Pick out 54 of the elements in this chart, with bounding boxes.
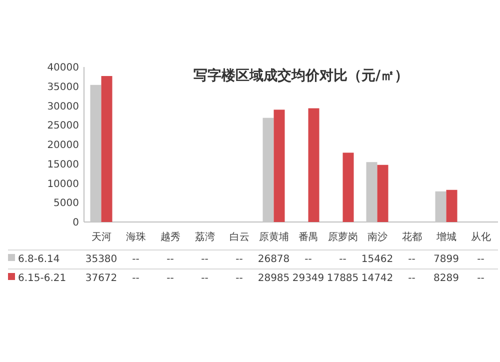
x-tick-label: 原萝岗: [328, 231, 358, 243]
text: --: [236, 273, 243, 284]
bar: [274, 110, 285, 222]
data-label: 8289: [434, 273, 459, 284]
x-tick-label: 番禺: [298, 231, 318, 243]
legend-label: 6.8-6.14: [18, 254, 60, 265]
y-tick-label: 40000: [47, 62, 79, 74]
y-tick-label: 5000: [54, 198, 79, 210]
x-tick-label: 天河: [91, 231, 112, 243]
data-label: 29349: [292, 273, 324, 284]
data-label: 17885: [326, 273, 359, 284]
x-tick-label: 从化: [470, 231, 491, 243]
text: --: [236, 254, 243, 265]
text: --: [477, 254, 484, 265]
legend-label: 6.15-6.21: [18, 273, 66, 284]
text: --: [339, 254, 346, 265]
text: --: [166, 254, 174, 265]
x-tick-label: 增城: [435, 231, 456, 243]
x-tick-label: 荔湾: [194, 231, 215, 243]
data-label: 35380: [85, 254, 118, 265]
text: --: [201, 273, 208, 284]
text: --: [201, 254, 208, 265]
text: --: [408, 273, 416, 284]
bar: [377, 164, 388, 222]
bar: [446, 190, 458, 222]
x-tick-label: 南沙: [367, 231, 388, 243]
y-tick-label: 30000: [47, 101, 79, 112]
text: --: [132, 254, 140, 265]
text: --: [132, 273, 140, 284]
x-tick-label: 越秀: [160, 231, 180, 243]
y-tick-label: 15000: [47, 159, 79, 170]
y-tick-label: 0: [72, 218, 79, 228]
data-label: 28985: [258, 273, 290, 284]
data-label: 14742: [361, 273, 394, 284]
y-tick-label: 10000: [47, 178, 79, 190]
data-label: 26878: [258, 254, 290, 265]
x-tick-label: 花都: [402, 231, 422, 243]
text: --: [166, 273, 174, 284]
bar: [101, 76, 112, 222]
data-label: 37672: [85, 273, 118, 284]
y-tick-label: 20000: [47, 140, 79, 151]
y-tick-label: 25000: [47, 120, 79, 132]
text: --: [477, 273, 484, 284]
y-tick-label: 35000: [47, 82, 79, 93]
x-tick-label: 原黄埔: [258, 231, 289, 243]
data-label: 7899: [434, 254, 459, 265]
x-tick-label: 海珠: [126, 231, 146, 243]
bar: [308, 108, 320, 222]
bar: [342, 152, 354, 222]
chart-title: 写字楼区域成交均价对比（元/㎡）: [193, 67, 409, 84]
x-tick-label: 白云: [229, 231, 250, 243]
data-label: 15462: [361, 254, 394, 265]
text: --: [304, 254, 312, 265]
text: --: [408, 254, 416, 265]
